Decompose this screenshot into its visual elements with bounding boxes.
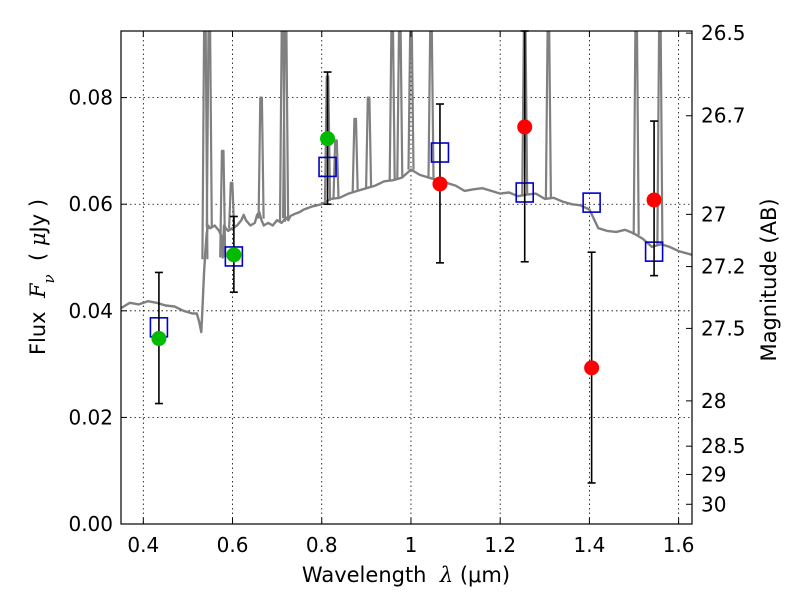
x-tick-label: 1.2: [484, 533, 516, 557]
y-axis-label-unit: Jy ): [26, 199, 50, 235]
optical-detection-point: [151, 331, 167, 347]
x-tick-label: 0.6: [217, 533, 249, 557]
y2-tick-label: 28.5: [701, 434, 746, 458]
plot-background: [121, 31, 692, 524]
infrared-detection-point: [432, 176, 448, 192]
y2-tick-label: 27.2: [701, 255, 746, 279]
optical-detection-point: [320, 131, 336, 147]
model-emission-spike: [205, 31, 213, 228]
model-emission-spike: [282, 31, 290, 219]
y2-tick-label: 28: [701, 389, 726, 413]
y-tick-label: 0.02: [68, 405, 113, 429]
infrared-detection-point: [646, 192, 662, 208]
model-emission-spike: [656, 31, 664, 245]
model-emission-spike: [332, 139, 340, 199]
model-emission-spike: [427, 31, 435, 179]
x-tick-label: 1.6: [663, 533, 695, 557]
y2-tick-label: 27: [701, 202, 726, 226]
y2-tick-label: 29: [701, 462, 726, 486]
y-axis-label-suffix: (: [26, 246, 50, 274]
y-axis-label: Flux Fν ( μJy ): [26, 199, 58, 355]
y-axis-label-unit-symbol: μ: [26, 232, 50, 246]
model-emission-spike: [388, 31, 396, 181]
y-tick-label: 0.00: [68, 512, 113, 536]
x-axis-label-symbol: λ: [439, 563, 453, 587]
y2-tick-label: 26.5: [701, 21, 746, 45]
x-tick-label: 0.4: [127, 533, 159, 557]
y-tick-label: 0.08: [68, 86, 113, 110]
x-axis-label: Wavelength λ (μm): [302, 563, 510, 587]
y2-tick-label: 27.5: [701, 316, 746, 340]
model-emission-spike: [544, 31, 552, 199]
infrared-detection-point: [517, 119, 533, 135]
model-photometry-square: [582, 192, 601, 213]
y-tick-label: 0.04: [68, 299, 113, 323]
y2-tick-label: 26.7: [701, 104, 746, 128]
x-tick-label: 0.8: [306, 533, 338, 557]
x-axis-label-unit: (μm): [453, 563, 510, 587]
x-axis-label-prefix: Wavelength: [302, 563, 440, 587]
errorbar-layer: [149, 30, 664, 484]
model-emission-spike: [219, 149, 227, 258]
model-emission-spike: [407, 31, 415, 170]
data-layer: [121, 31, 692, 334]
y-axis-label-prefix: Flux: [26, 298, 50, 355]
x-tick-label: 1.4: [573, 533, 605, 557]
model-emission-spike: [257, 96, 265, 219]
model-emission-spike: [521, 31, 529, 196]
optical-detection-point: [226, 247, 242, 263]
model-emission-spike: [228, 181, 236, 229]
model-emission-spike: [632, 31, 640, 235]
plot-frame: [120, 30, 693, 525]
y-axis-label-subscript: ν: [40, 274, 58, 283]
model-emission-spike: [396, 31, 404, 179]
infrared-detection-point: [584, 360, 600, 376]
ticks: 0.4 0.6 0.8 1 1.2 1.4 1.6 0.00 0.02 0.04 0.06 0.08 2…: [68, 21, 745, 557]
model-emission-spike: [365, 96, 373, 188]
y-tick-label: 0.06: [68, 192, 113, 216]
y2-tick-label: 30: [701, 492, 726, 516]
x-tick-label: 1: [405, 533, 418, 557]
model-emission-spike: [351, 117, 359, 192]
y2-axis-label: Magnitude (AB): [757, 198, 781, 361]
y-axis-label-symbol: F: [26, 282, 50, 299]
